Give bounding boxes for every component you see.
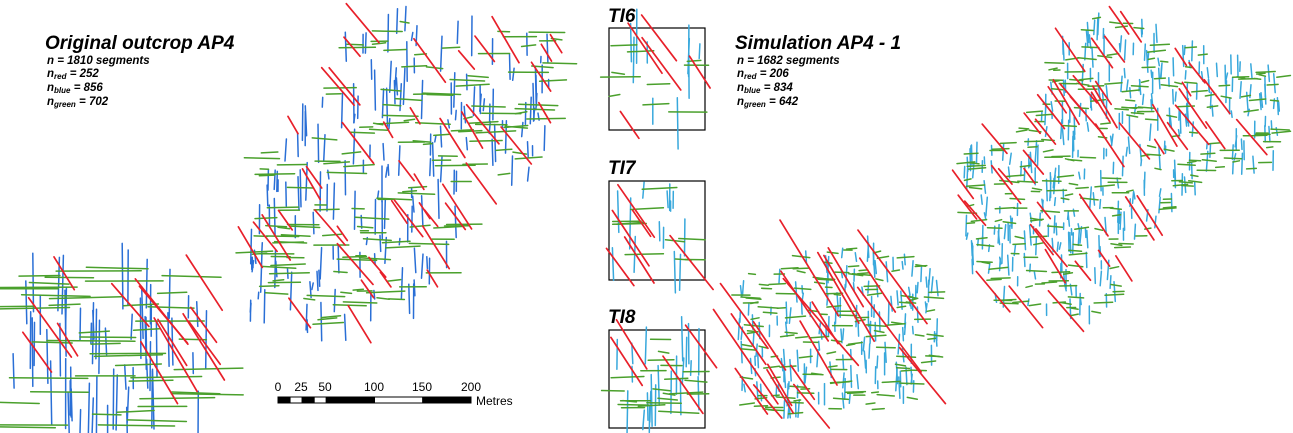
simulation-block-map [712,219,947,429]
scale-unit-label: Metres [476,394,513,408]
original-outcrop-block-map [0,242,244,433]
original-count: n = 1810 segments [47,55,150,67]
ti8-label: TI8 [608,307,636,328]
scale-tick-label: 25 [294,380,308,394]
original-red-count: nred = 252 [47,68,99,81]
simulation-main-map [951,5,1292,333]
scale-tick-label: 0 [274,380,282,394]
simulation-count: n = 1682 segments [737,55,840,67]
original-title: Original outcrop AP4 [45,33,235,54]
ti6-label: TI6 [608,6,636,27]
scale-bar [277,396,472,404]
simulation-blue-count: nblue = 834 [737,82,793,95]
training-image-ti8 [600,315,718,433]
training-image-ti6 [599,8,711,150]
original-blue-count: nblue = 856 [47,82,103,95]
scale-tick-label: 100 [363,380,385,394]
ti7-label: TI7 [608,158,636,179]
original-green-count: ngreen = 702 [47,96,109,109]
training-image-ti7 [605,180,714,294]
simulation-green-count: ngreen = 642 [737,96,799,109]
scale-tick-label: 50 [318,380,332,394]
scale-tick-label: 200 [460,380,482,394]
original-outcrop-main-map [235,2,578,344]
simulation-red-count: nred = 206 [737,68,789,81]
scale-tick-label: 150 [411,380,433,394]
simulation-title: Simulation AP4 - 1 [735,33,902,54]
